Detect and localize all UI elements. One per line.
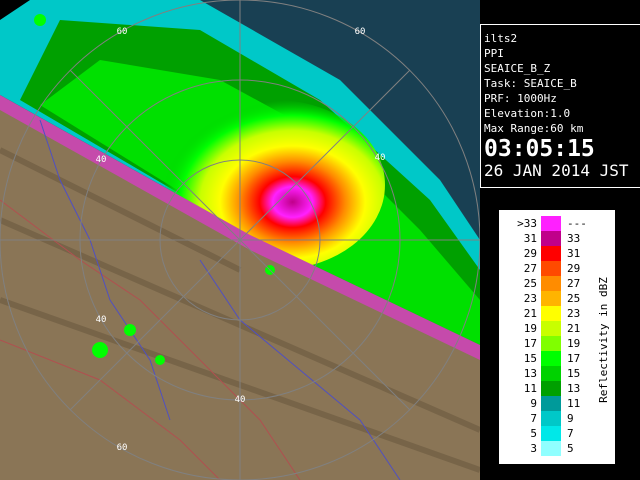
legend-high: 13 xyxy=(567,382,580,395)
legend-low: 5 xyxy=(530,427,537,440)
color-legend: Reflectivity in dBZ >33 --- 31 33 29 31 27 29 25… xyxy=(499,210,615,464)
legend-low: 31 xyxy=(524,232,537,245)
legend-low: 9 xyxy=(530,397,537,410)
legend-swatch xyxy=(541,276,561,291)
legend-high: 17 xyxy=(567,352,580,365)
legend-high: 11 xyxy=(567,397,580,410)
legend-high: 5 xyxy=(567,442,574,455)
legend-low: 23 xyxy=(524,292,537,305)
info-line: PPI xyxy=(484,47,504,60)
legend-swatch xyxy=(541,336,561,351)
legend-low: 13 xyxy=(524,367,537,380)
legend-high: 15 xyxy=(567,367,580,380)
legend-high: 33 xyxy=(567,232,580,245)
info-line: ilts2 xyxy=(484,32,518,45)
legend-swatch xyxy=(541,381,561,396)
legend-high: 19 xyxy=(567,337,580,350)
scan-date: 26 JAN 2014 JST xyxy=(484,161,629,180)
legend-title: Reflectivity in dBZ xyxy=(597,277,610,403)
legend-low: 19 xyxy=(524,322,537,335)
range-label: 60 xyxy=(355,27,366,37)
legend-low: 3 xyxy=(530,442,537,455)
legend-high: 9 xyxy=(567,412,574,425)
range-label: 40 xyxy=(375,153,386,163)
legend-high: 27 xyxy=(567,277,580,290)
legend-low: 11 xyxy=(524,382,537,395)
legend-low: 27 xyxy=(524,262,537,275)
legend-high: 29 xyxy=(567,262,580,275)
scan-info: ilts2 PPI SEAICE_B_Z Task: SEAICE_B PRF:… xyxy=(480,24,640,188)
legend-swatch xyxy=(541,291,561,306)
legend-high: 21 xyxy=(567,322,580,335)
legend-low: 25 xyxy=(524,277,537,290)
legend-low: >33 xyxy=(517,217,537,230)
legend-swatch xyxy=(541,411,561,426)
range-label: 60 xyxy=(117,443,128,453)
legend-swatch xyxy=(541,231,561,246)
range-label: 40 xyxy=(96,155,107,165)
legend-swatch xyxy=(541,306,561,321)
legend-high: 7 xyxy=(567,427,574,440)
legend-swatch xyxy=(541,396,561,411)
legend-swatch xyxy=(541,441,561,456)
legend-high: 23 xyxy=(567,307,580,320)
legend-swatch xyxy=(541,246,561,261)
radar-ppi: 60 60 40 40 40 40 60 xyxy=(0,0,480,480)
legend-low: 21 xyxy=(524,307,537,320)
info-line: SEAICE_B_Z xyxy=(484,62,551,75)
range-label: 40 xyxy=(96,315,107,325)
info-line: Max Range:60 km xyxy=(484,122,584,135)
scan-time: 03:05:15 xyxy=(484,136,595,162)
legend-low: 15 xyxy=(524,352,537,365)
legend-high: 25 xyxy=(567,292,580,305)
range-label: 40 xyxy=(235,395,246,405)
info-line: Elevation:1.0 xyxy=(484,107,571,120)
info-line: Task: SEAICE_B xyxy=(484,77,577,90)
legend-swatch xyxy=(541,321,561,336)
legend-high: --- xyxy=(567,217,587,230)
range-label: 60 xyxy=(117,27,128,37)
legend-swatch xyxy=(541,216,561,231)
legend-low: 29 xyxy=(524,247,537,260)
legend-low: 7 xyxy=(530,412,537,425)
radar-image: 60 60 40 40 40 40 60 xyxy=(0,0,480,480)
legend-high: 31 xyxy=(567,247,580,260)
legend-low: 17 xyxy=(524,337,537,350)
legend-swatch xyxy=(541,426,561,441)
legend-swatch xyxy=(541,261,561,276)
info-line: PRF: 1000Hz xyxy=(484,92,557,105)
legend-swatch xyxy=(541,366,561,381)
legend-swatch xyxy=(541,351,561,366)
